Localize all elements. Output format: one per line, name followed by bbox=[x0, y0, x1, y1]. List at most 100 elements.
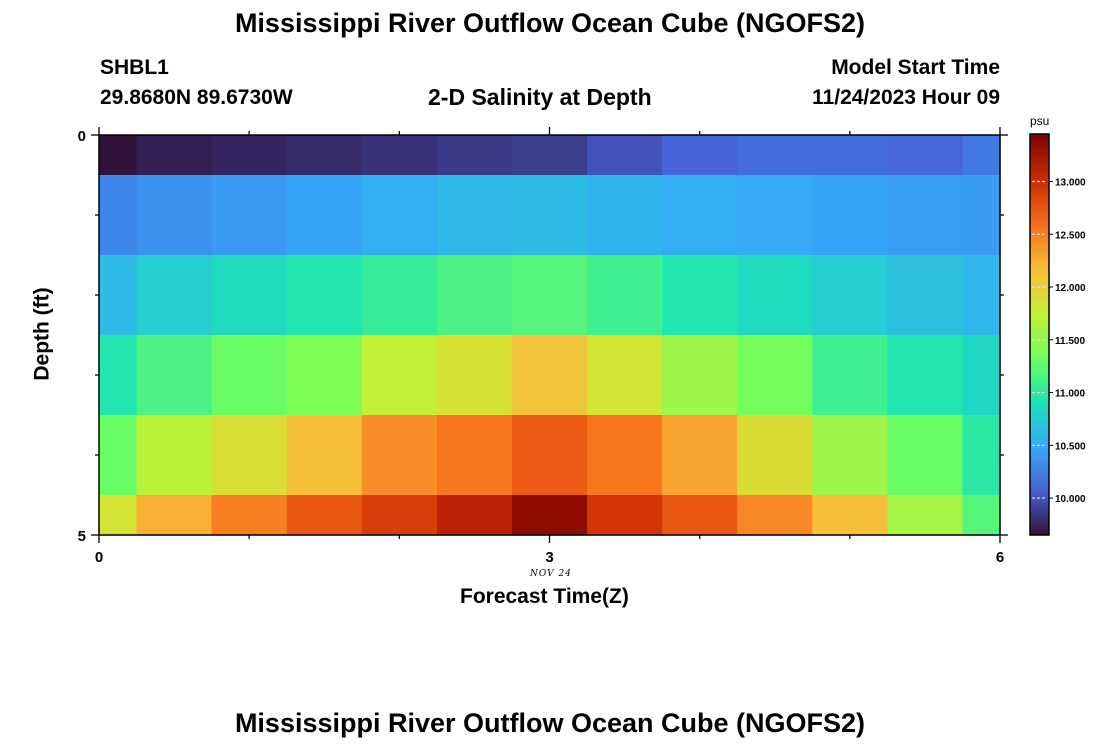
x-axis-label: Forecast Time(Z) bbox=[460, 585, 629, 608]
model-start-value: 11/24/2023 Hour 09 bbox=[812, 86, 1000, 109]
heatmap-cell bbox=[211, 335, 288, 416]
heatmap-cell bbox=[587, 135, 663, 176]
heatmap-cell bbox=[99, 175, 138, 256]
heatmap-cell bbox=[136, 175, 213, 256]
heatmap-cell bbox=[436, 335, 513, 416]
heatmap-cell bbox=[812, 335, 888, 416]
heatmap-cell bbox=[737, 495, 813, 536]
heatmap-cell bbox=[511, 175, 588, 256]
heatmap-cell bbox=[737, 415, 813, 496]
heatmap-cell bbox=[136, 135, 213, 176]
heatmap-cell bbox=[812, 415, 888, 496]
heatmap-cell bbox=[962, 415, 1001, 496]
heatmap-cell bbox=[962, 135, 1001, 176]
heatmap-cell bbox=[587, 335, 663, 416]
heatmap-cell bbox=[136, 495, 213, 536]
heatmap-cell bbox=[286, 495, 363, 536]
heatmap-cell bbox=[436, 135, 513, 176]
heatmap-cell bbox=[662, 255, 738, 336]
heatmap-cell bbox=[887, 415, 964, 496]
heatmap-cell bbox=[361, 255, 438, 336]
heatmap-cell bbox=[99, 495, 138, 536]
heatmap-cell bbox=[511, 255, 588, 336]
heatmap-cell bbox=[99, 335, 138, 416]
model-start-label: Model Start Time bbox=[831, 56, 1000, 79]
colorbar bbox=[1029, 133, 1050, 536]
heatmap-cell bbox=[211, 175, 288, 256]
y-tick-label: 5 bbox=[78, 528, 86, 545]
heatmap-cell bbox=[361, 175, 438, 256]
heatmap-cell bbox=[587, 415, 663, 496]
heatmap-cell bbox=[211, 415, 288, 496]
heatmap-cell bbox=[436, 495, 513, 536]
y-tick-label: 0 bbox=[78, 128, 86, 145]
x-tick-label: 3 bbox=[545, 549, 553, 566]
heatmap-cell bbox=[99, 135, 138, 176]
colorbar-tick-label: 10.000 bbox=[1055, 494, 1086, 505]
page-title-repeat: Mississippi River Outflow Ocean Cube (NG… bbox=[234, 708, 866, 738]
date-note: NOV 24 bbox=[530, 569, 572, 579]
x-tick-label: 0 bbox=[95, 549, 103, 566]
heatmap-cell bbox=[286, 335, 363, 416]
colorbar-tick-label: 11.500 bbox=[1055, 336, 1085, 347]
heatmap-cell bbox=[737, 175, 813, 256]
x-tick-label: 6 bbox=[996, 549, 1004, 566]
heatmap-cell bbox=[436, 415, 513, 496]
heatmap-cell bbox=[962, 335, 1001, 416]
heatmap-cell bbox=[962, 255, 1001, 336]
heatmap-cell bbox=[812, 495, 888, 536]
colorbar-tick-label: 10.500 bbox=[1055, 441, 1086, 452]
heatmap-cell bbox=[361, 495, 438, 536]
heatmap-cell bbox=[587, 175, 663, 256]
heatmap-cell bbox=[361, 135, 438, 176]
heatmap-cell bbox=[662, 415, 738, 496]
colorbar-tick-label: 12.000 bbox=[1055, 283, 1086, 294]
heatmap-cell bbox=[662, 135, 738, 176]
heatmap-cell bbox=[962, 175, 1001, 256]
heatmap-cell bbox=[962, 495, 1001, 536]
heatmap-cell bbox=[511, 135, 588, 176]
heatmap-cell bbox=[737, 135, 813, 176]
heatmap-cell bbox=[436, 175, 513, 256]
heatmap-cell bbox=[211, 135, 288, 176]
heatmap-cell bbox=[99, 255, 138, 336]
colorbar-tick-label: 11.000 bbox=[1055, 389, 1085, 400]
colorbar-tick-label: 13.000 bbox=[1055, 177, 1086, 188]
heatmap-cell bbox=[737, 335, 813, 416]
heatmap-cell bbox=[136, 255, 213, 336]
heatmap-cell bbox=[812, 175, 888, 256]
heatmap-cell bbox=[361, 415, 438, 496]
heatmap-cell bbox=[136, 415, 213, 496]
station-coordinates: 29.8680N 89.6730W bbox=[100, 86, 293, 109]
heatmap-cell bbox=[286, 135, 363, 176]
heatmap-cell bbox=[511, 495, 588, 536]
plot-subtitle: 2-D Salinity at Depth bbox=[428, 84, 652, 110]
heatmap-cell bbox=[361, 335, 438, 416]
page-title: Mississippi River Outflow Ocean Cube (NG… bbox=[234, 8, 866, 38]
heatmap-cell bbox=[587, 255, 663, 336]
heatmap-cell bbox=[436, 255, 513, 336]
heatmap-cell bbox=[286, 175, 363, 256]
heatmap-cell bbox=[812, 255, 888, 336]
heatmap-cell bbox=[887, 495, 964, 536]
colorbar-unit: psu bbox=[1030, 114, 1050, 128]
heatmap-cell bbox=[211, 255, 288, 336]
heatmap-cell bbox=[511, 335, 588, 416]
colorbar-tick-label: 12.500 bbox=[1055, 230, 1086, 241]
station-id: SHBL1 bbox=[100, 56, 169, 79]
heatmap-cell bbox=[211, 495, 288, 536]
heatmap-cell bbox=[662, 335, 738, 416]
heatmap-cell bbox=[587, 495, 663, 536]
y-axis-label: Depth (ft) bbox=[30, 287, 54, 381]
heatmap-cell bbox=[887, 255, 964, 336]
heatmap-cell bbox=[737, 255, 813, 336]
heatmap-cell bbox=[286, 415, 363, 496]
heatmap-cell bbox=[887, 135, 964, 176]
heatmap-cell bbox=[286, 255, 363, 336]
heatmap-cell bbox=[662, 495, 738, 536]
heatmap-cell bbox=[662, 175, 738, 256]
heatmap-cell bbox=[99, 415, 138, 496]
heatmap-cell bbox=[887, 335, 964, 416]
heatmap-cell bbox=[812, 135, 888, 176]
